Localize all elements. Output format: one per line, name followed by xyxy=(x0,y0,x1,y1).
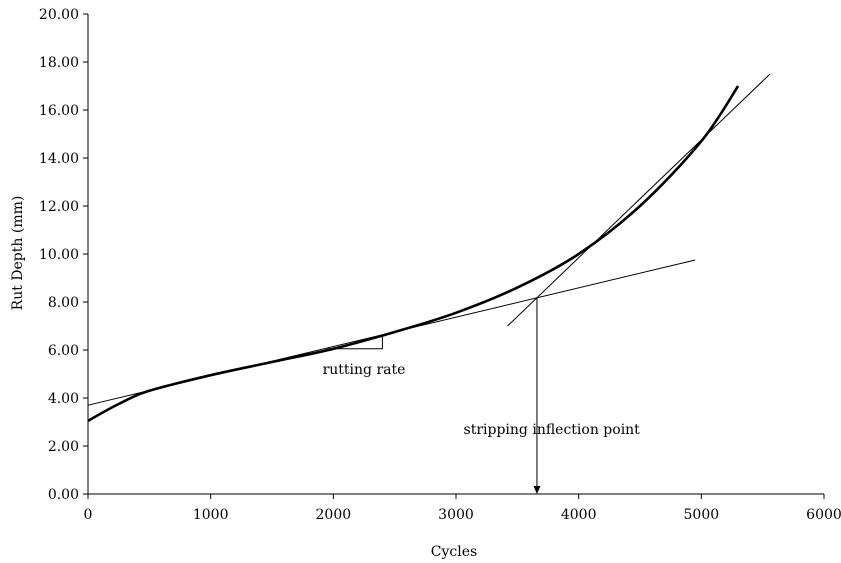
axes xyxy=(87,14,824,495)
y-axis-title: Rut Depth (mm) xyxy=(10,196,26,311)
rutting-rate-marker xyxy=(327,335,383,350)
y-tick-label: 12.00 xyxy=(39,199,79,215)
rut-depth-curve xyxy=(87,85,740,422)
x-axis-ticks: 0 1000 2000 3000 4000 5000 6000 xyxy=(84,494,841,523)
y-tick-label: 4.00 xyxy=(48,391,79,407)
y-tick-label: 10.00 xyxy=(39,247,79,263)
annotation-label: stripping inflection point xyxy=(464,422,641,438)
tangent-line-2 xyxy=(507,73,771,327)
x-axis-title: Cycles xyxy=(431,544,477,560)
x-tick-label: 5000 xyxy=(684,507,720,523)
y-tick-label: 16.00 xyxy=(39,103,79,119)
y-axis-ticks: 0.00 2.00 4.00 6.00 8.00 10.00 12.00 14.00 16.00… xyxy=(39,7,88,503)
x-tick-label: 2000 xyxy=(316,507,352,523)
annotation-label: rutting rate xyxy=(323,362,406,378)
tangent-line-1 xyxy=(87,259,696,406)
y-tick-label: 6.00 xyxy=(48,343,79,359)
y-tick-label: 20.00 xyxy=(39,7,79,23)
y-tick-label: 8.00 xyxy=(48,295,79,311)
y-tick-label: 14.00 xyxy=(39,151,79,167)
inflection-arrow-head xyxy=(533,486,541,494)
y-tick-label: 0.00 xyxy=(48,487,79,503)
series-layer xyxy=(87,73,771,422)
x-tick-label: 0 xyxy=(84,507,93,523)
x-tick-label: 3000 xyxy=(438,507,474,523)
y-tick-label: 18.00 xyxy=(39,55,79,71)
x-tick-label: 1000 xyxy=(193,507,229,523)
annotation-layer: rutting rate stripping inflection point xyxy=(323,297,641,494)
x-tick-label: 6000 xyxy=(806,507,841,523)
x-tick-label: 4000 xyxy=(561,507,597,523)
y-tick-label: 2.00 xyxy=(48,439,79,455)
